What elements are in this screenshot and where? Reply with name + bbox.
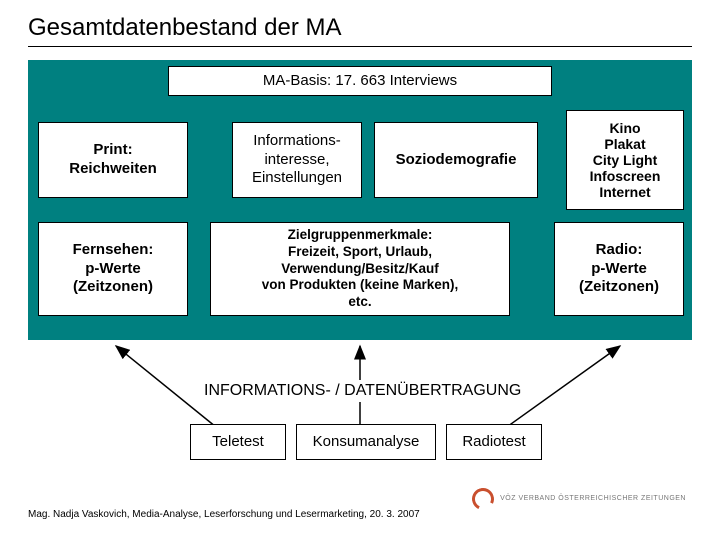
box-radio: Radio:p-Werte(Zeitzonen)	[554, 222, 684, 316]
box-fernsehen: Fernsehen:p-Werte(Zeitzonen)	[38, 222, 188, 316]
logo: VÖZ VERBAND ÖSTERREICHISCHER ZEITUNGEN	[472, 488, 686, 510]
box-teletest: Teletest	[190, 424, 286, 460]
box-basis: MA-Basis: 17. 663 Interviews	[168, 66, 552, 96]
box-info: Informations-interesse,Einstellungen	[232, 122, 362, 198]
box-radiotest: Radiotest	[446, 424, 542, 460]
box-zielgruppen: Zielgruppenmerkmale:Freizeit, Sport, Url…	[210, 222, 510, 316]
footer-credit: Mag. Nadja Vaskovich, Media-Analyse, Les…	[28, 509, 420, 520]
box-kino: KinoPlakatCity LightInfoscreenInternet	[566, 110, 684, 210]
box-konsumanalyse: Konsumanalyse	[296, 424, 436, 460]
title-underline	[28, 46, 692, 47]
page-title: Gesamtdatenbestand der MA	[28, 14, 342, 42]
box-sozio: Soziodemografie	[374, 122, 538, 198]
connector-label: INFORMATIONS- / DATENÜBERTRAGUNG	[198, 380, 527, 402]
logo-text: VÖZ VERBAND ÖSTERREICHISCHER ZEITUNGEN	[500, 495, 686, 503]
box-print: Print:Reichweiten	[38, 122, 188, 198]
logo-icon	[469, 485, 497, 513]
